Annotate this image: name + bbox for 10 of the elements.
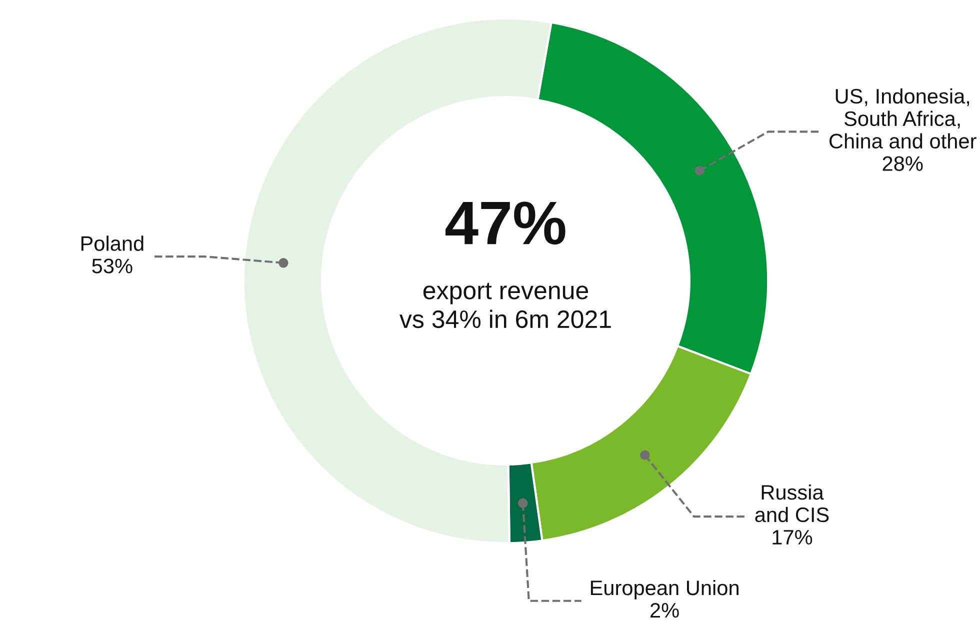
slice-label: European Union <box>590 580 738 600</box>
slice-label: Russia and CIS <box>755 484 829 522</box>
slice-label: US, Indonesia, South Africa, China and other <box>830 88 976 149</box>
data-label: 53% <box>92 258 132 274</box>
text: 47% <box>446 202 566 245</box>
data-label: 17% <box>772 530 812 545</box>
data-label: 28% <box>882 156 923 171</box>
text: export revenue vs 34% in 6m 2021 <box>400 282 611 328</box>
data-label: 2% <box>650 602 679 618</box>
slice-label: Poland <box>81 236 144 251</box>
